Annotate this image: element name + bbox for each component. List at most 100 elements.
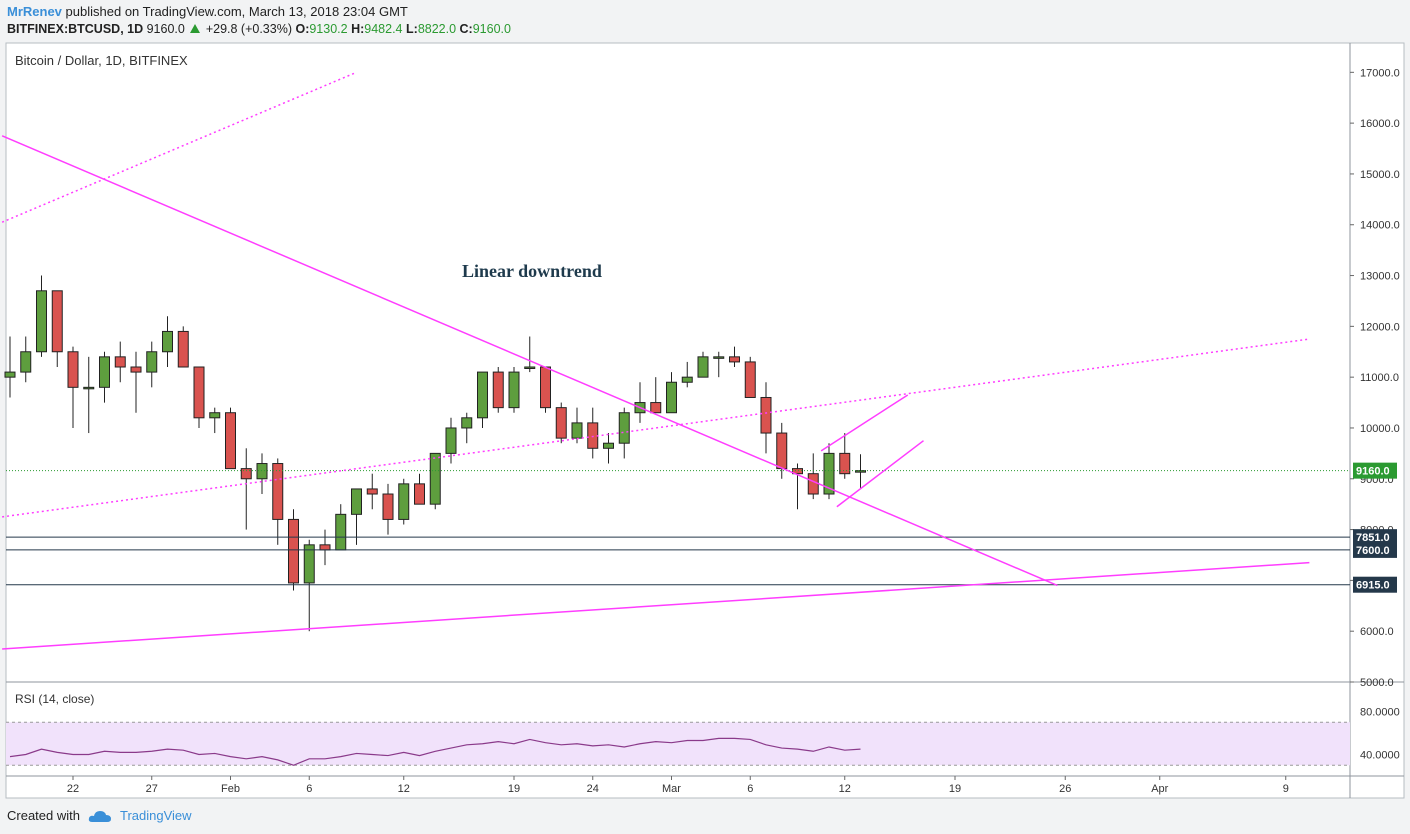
candle-up — [303, 544, 315, 584]
annotation-text: Linear downtrend — [462, 261, 602, 281]
price-tick-label: 6000.0 — [1360, 626, 1394, 638]
price-tick-label: 14000.0 — [1360, 220, 1400, 232]
candle-down — [51, 290, 63, 353]
candle-down — [130, 366, 142, 373]
candle-down — [288, 518, 299, 584]
candle-up — [681, 376, 693, 383]
candle-up — [335, 513, 347, 551]
time-tick-label: 6 — [747, 783, 753, 795]
candle-up — [524, 366, 536, 369]
publish-text: published on TradingView.com, March 13, … — [65, 4, 408, 19]
low-label: L: — [406, 22, 418, 36]
close-label: C: — [459, 22, 473, 36]
candle-up — [571, 422, 583, 439]
candle-down — [587, 422, 599, 449]
horizontal-levels — [6, 470, 1350, 586]
candle-down — [177, 330, 189, 368]
candle-up — [256, 463, 268, 480]
low-value: 8822.0 — [417, 22, 457, 36]
rsi-tick-label: 40.0000 — [1360, 750, 1400, 762]
time-tick-label: 6 — [306, 783, 312, 795]
candle-down — [650, 402, 662, 414]
time-tick-label: Apr — [1151, 783, 1168, 795]
price-axis: 5000.06000.07000.08000.09000.010000.0110… — [1350, 67, 1400, 689]
publish-info: MrRenev published on TradingView.com, Ma… — [7, 4, 408, 19]
candle-up — [20, 351, 32, 373]
candle-down — [240, 468, 252, 480]
candle-up — [429, 452, 441, 505]
rsi-tick-label: 80.0000 — [1360, 707, 1400, 719]
candle-up — [445, 427, 457, 454]
close-value: 9160.0 — [472, 22, 511, 36]
candle-down — [744, 361, 756, 398]
trendline — [820, 394, 909, 452]
chart-frame — [5, 42, 1405, 799]
candle-up — [697, 356, 709, 378]
high-value: 9482.4 — [364, 22, 403, 36]
rsi-band — [6, 722, 1350, 766]
candle-up — [83, 386, 95, 390]
open-label: O: — [295, 22, 310, 36]
candle-up — [209, 412, 221, 419]
candle-up — [36, 290, 47, 353]
time-tick-label: 9 — [1283, 783, 1289, 795]
candle-up — [461, 417, 473, 429]
candle-up — [855, 470, 866, 473]
price-tag-label: 7851.0 — [1356, 532, 1390, 544]
candle-up — [4, 371, 16, 378]
dotted-trendline — [1, 71, 357, 223]
price-tick-label: 13000.0 — [1360, 271, 1400, 283]
time-tick-label: 22 — [67, 783, 79, 795]
price-tick-label: 10000.0 — [1360, 423, 1400, 435]
rsi-line — [9, 737, 861, 766]
price-change: +29.8 (+0.33%) — [205, 22, 292, 36]
price-tag — [1353, 529, 1397, 546]
candle-down — [67, 351, 79, 388]
candles — [4, 275, 866, 632]
trendline — [836, 440, 924, 508]
created-with-text: Created with — [7, 808, 80, 823]
price-tag — [1353, 462, 1397, 479]
candle-down — [555, 407, 567, 439]
price-tag-label: 6915.0 — [1356, 580, 1390, 592]
candle-down — [729, 356, 740, 363]
time-axis: 22 27 Feb 6 12 19 24 Mar 6 12 19 26 Apr 9 — [67, 776, 1289, 795]
candle-up — [618, 412, 630, 444]
time-tick-label: Feb — [221, 783, 240, 795]
candle-down — [382, 493, 394, 520]
candle-up — [146, 351, 158, 373]
candle-down — [414, 483, 425, 505]
candle-up — [823, 452, 835, 495]
price-tick-label: 15000.0 — [1360, 169, 1400, 181]
price-tag-label: 7600.0 — [1356, 545, 1390, 557]
candle-up — [99, 356, 110, 388]
candle-down — [193, 366, 205, 419]
candle-up — [603, 442, 614, 449]
trendline — [1, 135, 1058, 587]
candle-down — [225, 412, 236, 470]
rsi-pane: 40.0000 80.0000 — [6, 707, 1400, 766]
price-tick-label: 12000.0 — [1360, 321, 1400, 333]
author-link[interactable]: MrRenev — [7, 4, 62, 19]
candle-up — [508, 371, 520, 409]
high-label: H: — [351, 22, 365, 36]
time-tick-label: Mar — [662, 783, 681, 795]
candle-down — [540, 366, 551, 409]
candle-down — [366, 488, 378, 495]
candle-up — [713, 356, 725, 359]
candle-down — [792, 468, 803, 475]
candle-up — [477, 371, 488, 419]
candle-up — [398, 483, 410, 520]
candle-down — [272, 463, 284, 520]
price-tag-label: 9160.0 — [1356, 466, 1390, 478]
price-tag — [1353, 576, 1397, 593]
tradingview-link[interactable]: TradingView — [119, 808, 192, 823]
rsi-label: RSI (14, close) — [15, 692, 94, 706]
price-tag — [1353, 541, 1397, 558]
open-value: 9130.2 — [309, 22, 348, 36]
candle-down — [114, 356, 126, 368]
symbol-name: BITFINEX:BTCUSD, 1D — [7, 22, 144, 36]
time-tick-label: 24 — [587, 783, 599, 795]
time-tick-label: 26 — [1059, 783, 1071, 795]
